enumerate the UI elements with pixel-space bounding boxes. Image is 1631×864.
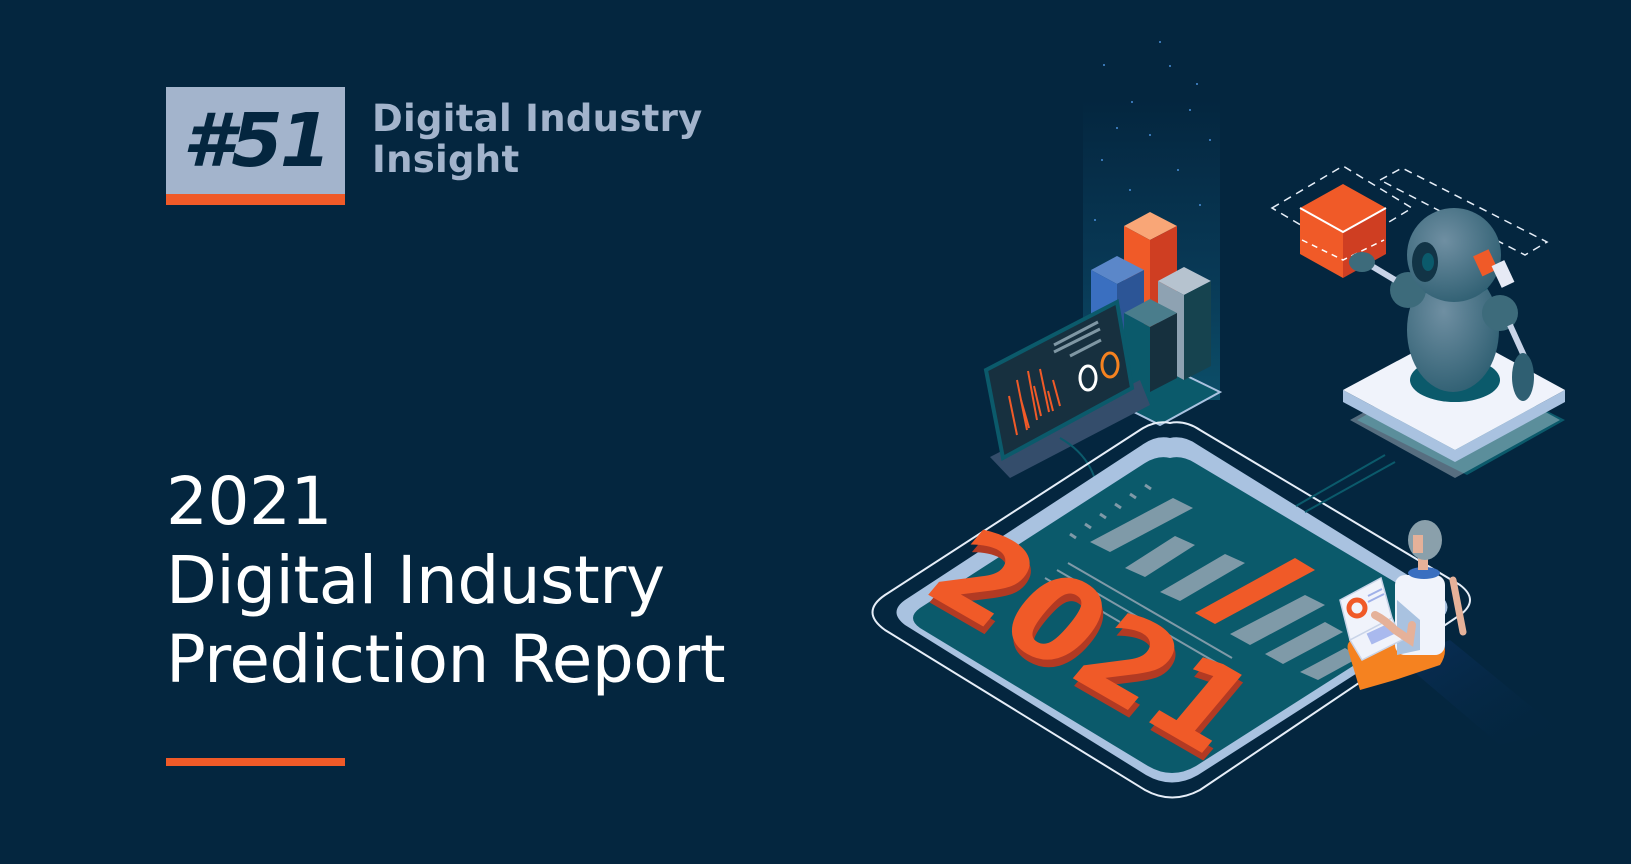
series-name-line1: Digital Industry — [372, 97, 703, 140]
badge-accent-strip — [166, 194, 345, 205]
title-line2: Digital Industry — [166, 542, 665, 619]
issue-number: #51 — [182, 98, 331, 184]
person-with-laptop-icon — [1339, 520, 1560, 745]
title-year: 2021 — [166, 463, 332, 540]
robot-icon — [1343, 208, 1565, 478]
analytics-monitor-icon — [983, 298, 1150, 501]
report-platform-icon — [871, 421, 1471, 799]
issue-badge: #51 — [166, 87, 345, 205]
title-line3: Prediction Report — [166, 621, 726, 698]
title-accent-underline — [166, 758, 345, 766]
series-name-line2: Insight — [372, 138, 520, 181]
report-title: 2021 Digital Industry Prediction Report — [166, 462, 726, 699]
series-name: Digital Industry Insight — [372, 98, 703, 180]
